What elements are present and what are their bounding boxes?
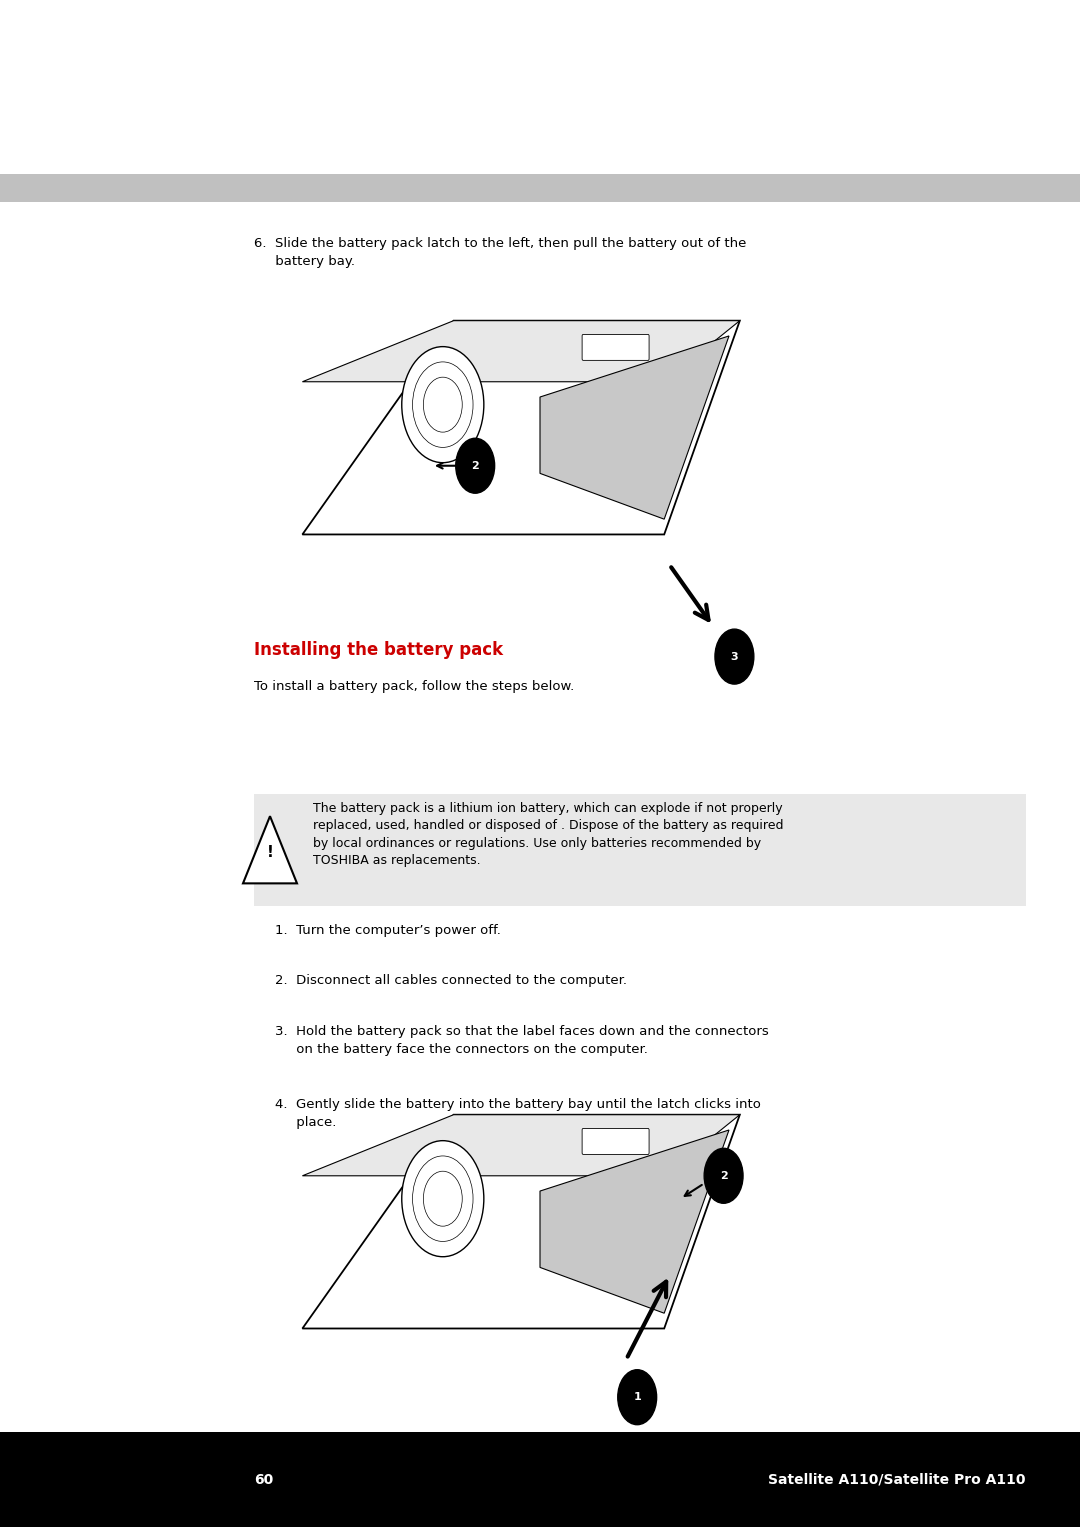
Circle shape bbox=[456, 438, 495, 493]
Circle shape bbox=[402, 347, 484, 463]
Bar bbox=[0, 174, 1080, 202]
Text: Satellite A110/Satellite Pro A110: Satellite A110/Satellite Pro A110 bbox=[769, 1472, 1026, 1487]
FancyBboxPatch shape bbox=[254, 794, 1026, 906]
Polygon shape bbox=[302, 321, 740, 382]
Circle shape bbox=[704, 1148, 743, 1203]
FancyBboxPatch shape bbox=[582, 1128, 649, 1154]
Text: 1: 1 bbox=[633, 1393, 642, 1402]
Polygon shape bbox=[302, 1115, 740, 1176]
Polygon shape bbox=[243, 815, 297, 883]
Text: 2.  Disconnect all cables connected to the computer.: 2. Disconnect all cables connected to th… bbox=[275, 974, 627, 988]
Circle shape bbox=[402, 1141, 484, 1257]
Text: 4.  Gently slide the battery into the battery bay until the latch clicks into
  : 4. Gently slide the battery into the bat… bbox=[275, 1098, 761, 1128]
Text: 2: 2 bbox=[719, 1171, 728, 1180]
Text: 6.  Slide the battery pack latch to the left, then pull the battery out of the
 : 6. Slide the battery pack latch to the l… bbox=[254, 237, 746, 267]
Circle shape bbox=[715, 629, 754, 684]
Polygon shape bbox=[302, 321, 740, 534]
Circle shape bbox=[618, 1370, 657, 1425]
Text: Installing the battery pack: Installing the battery pack bbox=[254, 641, 503, 660]
Text: 3.  Hold the battery pack so that the label faces down and the connectors
     o: 3. Hold the battery pack so that the lab… bbox=[275, 1025, 769, 1055]
Polygon shape bbox=[540, 1130, 729, 1313]
Polygon shape bbox=[540, 336, 729, 519]
Text: 60: 60 bbox=[254, 1472, 273, 1487]
Text: 1.  Turn the computer’s power off.: 1. Turn the computer’s power off. bbox=[275, 924, 501, 938]
Text: To install a battery pack, follow the steps below.: To install a battery pack, follow the st… bbox=[254, 680, 575, 693]
FancyBboxPatch shape bbox=[582, 334, 649, 360]
Bar bbox=[0, 1432, 1080, 1527]
Text: 3: 3 bbox=[730, 652, 739, 661]
Text: !: ! bbox=[267, 846, 273, 860]
Text: 2: 2 bbox=[471, 461, 480, 470]
Text: The battery pack is a lithium ion battery, which can explode if not properly
rep: The battery pack is a lithium ion batter… bbox=[313, 802, 784, 867]
Polygon shape bbox=[302, 1115, 740, 1328]
